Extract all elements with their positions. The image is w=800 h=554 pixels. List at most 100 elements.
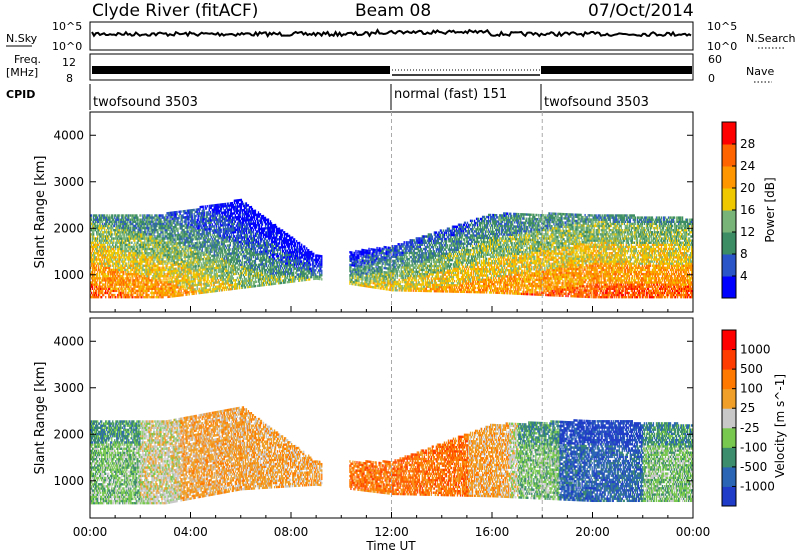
range-gate-cell <box>148 294 149 296</box>
range-gate-cell <box>159 237 160 239</box>
range-gate-cell <box>185 220 186 222</box>
range-gate-cell <box>211 284 212 286</box>
range-gate-cell <box>246 273 247 275</box>
range-gate-cell <box>187 251 188 253</box>
range-gate-cell <box>138 283 139 285</box>
range-gate-cell <box>195 278 196 280</box>
range-gate-cell <box>100 258 101 260</box>
range-gate-cell <box>196 265 197 267</box>
range-gate-cell <box>152 258 153 260</box>
range-gate-cell <box>182 294 183 296</box>
range-gate-cell <box>94 260 95 262</box>
range-gate-cell <box>92 250 93 252</box>
range-gate-cell <box>126 235 127 237</box>
range-gate-cell <box>197 286 198 288</box>
range-gate-cell <box>97 283 98 285</box>
range-gate-cell <box>148 246 149 248</box>
range-gate-cell <box>157 265 158 267</box>
range-gate-cell <box>123 285 124 287</box>
range-gate-cell <box>160 235 161 237</box>
range-gate-cell <box>157 248 158 250</box>
range-gate-cell <box>115 248 116 250</box>
range-gate-cell <box>191 257 192 259</box>
range-gate-cell <box>111 225 112 227</box>
range-gate-cell <box>146 250 147 252</box>
range-gate-cell <box>105 283 106 285</box>
range-gate-cell <box>107 292 108 294</box>
range-gate-cell <box>128 262 129 264</box>
range-gate-cell <box>101 296 102 298</box>
range-gate-cell <box>133 290 134 292</box>
range-gate-cell <box>129 283 130 285</box>
range-gate-cell <box>207 205 208 207</box>
range-gate-cell <box>132 250 133 252</box>
range-gate-cell <box>105 285 106 287</box>
range-gate-cell <box>137 267 138 269</box>
range-gate-cell <box>154 248 155 250</box>
range-gate-cell <box>105 246 106 248</box>
range-gate-cell <box>108 225 109 227</box>
range-gate-cell <box>153 260 154 262</box>
range-gate-cell <box>112 244 113 246</box>
range-gate-cell <box>120 233 121 235</box>
station-title: Clyde River (fitACF) <box>92 1 258 21</box>
range-gate-cell <box>159 267 160 269</box>
range-gate-cell <box>116 221 117 223</box>
range-gate-cell <box>177 284 178 286</box>
range-gate-cell <box>195 217 196 219</box>
range-gate-cell <box>96 265 97 267</box>
range-gate-cell <box>129 296 130 298</box>
range-gate-cell <box>240 211 241 213</box>
range-gate-cell <box>177 230 178 232</box>
cpid-label: CPID <box>6 88 35 101</box>
range-gate-cell <box>140 265 141 267</box>
range-gate-cell <box>111 250 112 252</box>
range-gate-cell <box>188 276 189 278</box>
range-gate-cell <box>100 277 101 279</box>
range-gate-cell <box>141 271 142 273</box>
range-gate-cell <box>110 292 111 294</box>
range-gate-cell <box>132 277 133 279</box>
range-gate-cell <box>131 242 132 244</box>
range-gate-cell <box>130 277 131 279</box>
range-gate-cell <box>104 271 105 273</box>
range-gate-cell <box>150 223 151 225</box>
range-gate-cell <box>196 292 197 294</box>
range-gate-cell <box>119 285 120 287</box>
range-gate-cell <box>212 271 213 273</box>
range-gate-cell <box>121 256 122 258</box>
range-gate-cell <box>162 285 163 287</box>
range-gate-cell <box>139 248 140 250</box>
range-gate-cell <box>109 223 110 225</box>
range-gate-cell <box>104 258 105 260</box>
range-gate-cell <box>134 242 135 244</box>
range-gate-cell <box>242 261 243 263</box>
range-gate-cell <box>121 285 122 287</box>
range-gate-cell <box>123 292 124 294</box>
range-gate-cell <box>208 234 209 236</box>
range-gate-cell <box>159 244 160 246</box>
range-gate-cell <box>97 248 98 250</box>
range-gate-cell <box>134 246 135 248</box>
range-gate-cell <box>194 292 195 294</box>
range-gate-cell <box>204 212 205 214</box>
range-gate-cell <box>116 244 117 246</box>
range-gate-cell <box>111 239 112 241</box>
range-gate-cell <box>124 260 125 262</box>
range-gate-cell <box>149 265 150 267</box>
range-gate-cell <box>122 246 123 248</box>
range-gate-cell <box>219 241 220 243</box>
range-gate-cell <box>127 221 128 223</box>
range-gate-cell <box>99 279 100 281</box>
range-gate-cell <box>169 295 170 297</box>
range-gate-cell <box>196 215 197 217</box>
range-gate-cell <box>109 214 110 216</box>
range-gate-cell <box>110 275 111 277</box>
range-gate-cell <box>148 254 149 256</box>
range-gate-cell <box>112 216 113 218</box>
range-gate-cell <box>116 256 117 258</box>
range-gate-cell <box>200 208 201 210</box>
range-gate-cell <box>159 246 160 248</box>
range-gate-cell <box>98 244 99 246</box>
range-gate-cell <box>129 275 130 277</box>
